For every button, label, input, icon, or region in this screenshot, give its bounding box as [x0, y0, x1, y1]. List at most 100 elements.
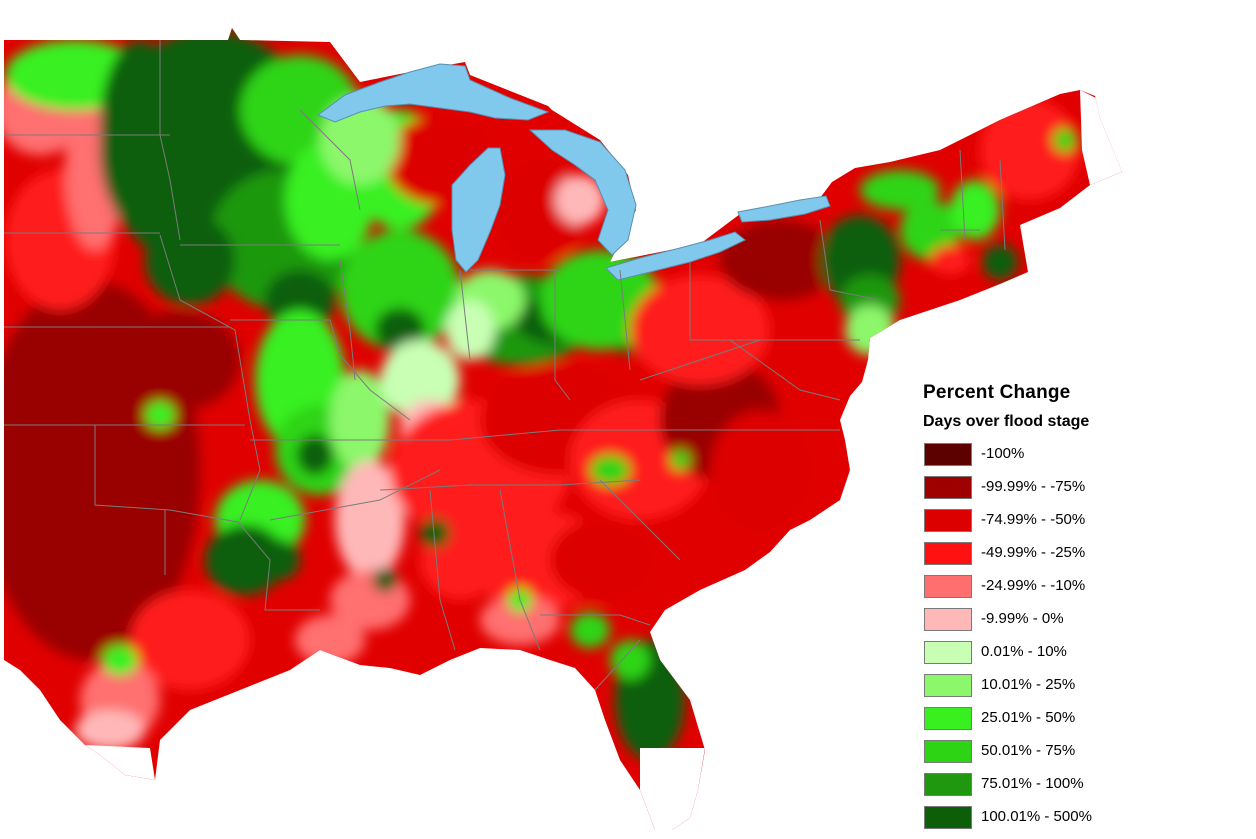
boundary-line — [599, 479, 681, 561]
zone-patch — [1053, 128, 1077, 152]
legend-swatch — [924, 806, 972, 829]
zone-patch — [145, 215, 235, 305]
legend-item: -49.99% - -25% — [923, 542, 1163, 575]
zone-patch — [260, 540, 300, 580]
legend-swatch — [924, 773, 972, 796]
legend-item: -24.99% - -10% — [923, 575, 1163, 608]
legend-item: -99.99% - -75% — [923, 476, 1163, 509]
zone-patch — [420, 518, 450, 548]
lake-huron — [528, 129, 637, 256]
legend-label: -74.99% - -50% — [981, 511, 1086, 528]
zone-patch-arkansas — [205, 525, 285, 595]
legend-label: -49.99% - -25% — [981, 544, 1086, 561]
zone-patch — [295, 615, 365, 665]
legend-item: -74.99% - -50% — [923, 509, 1163, 542]
zone-patch — [630, 275, 770, 385]
zone-patch — [380, 340, 460, 420]
zone-patch — [980, 100, 1080, 200]
boundary-line — [554, 270, 571, 401]
zone-patch — [75, 710, 145, 750]
boundary-line — [159, 40, 181, 241]
zone-patch — [555, 175, 605, 225]
legend-swatch — [924, 575, 972, 598]
legend-item: 50.01% - 75% — [923, 740, 1163, 773]
legend-swatch — [924, 674, 972, 697]
boundary-line — [729, 339, 841, 401]
legend-label: 0.01% - 10% — [981, 643, 1067, 660]
zone-patch — [720, 220, 840, 300]
zone-patch — [330, 370, 390, 470]
boundary-line — [237, 521, 320, 611]
boundary-line — [379, 479, 641, 491]
boundary-line — [999, 159, 1006, 251]
boundary-line — [159, 234, 261, 521]
zone-patch — [145, 401, 175, 429]
legend-items: -100% -99.99% - -75% -74.99% - -50% -49.… — [923, 443, 1163, 839]
zone-patch — [610, 640, 650, 680]
zone-patch — [982, 244, 1018, 280]
legend: Percent Change Days over flood stage -10… — [923, 382, 1163, 839]
legend-label: -9.99% - 0% — [981, 610, 1064, 627]
legend-label: 100.01% - 500% — [981, 808, 1092, 825]
boundary-line — [94, 425, 239, 523]
legend-item: 75.01% - 100% — [923, 773, 1163, 806]
zone-patch — [130, 590, 250, 690]
lake-superior — [316, 63, 550, 123]
zone-patch — [445, 300, 495, 360]
boundary-line — [594, 639, 641, 691]
legend-swatch — [924, 542, 972, 565]
boundary-line — [269, 469, 441, 521]
legend-swatch — [924, 740, 972, 763]
legend-label: 50.01% - 75% — [981, 742, 1076, 759]
blob-layer — [4, 30, 1080, 760]
legend-swatch — [924, 443, 972, 466]
zone-patch — [373, 568, 397, 592]
boundary-line — [429, 489, 456, 651]
boundary-line — [499, 489, 541, 651]
boundary-line — [689, 262, 860, 341]
zone-patch — [710, 410, 810, 530]
zone-patch — [670, 450, 690, 470]
zone-patch — [900, 200, 960, 260]
zone-patch — [102, 645, 138, 675]
legend-subtitle: Days over flood stage — [923, 413, 1090, 430]
legend-swatch — [924, 641, 972, 664]
legend-swatch — [924, 608, 972, 631]
legend-label: -99.99% - -75% — [981, 478, 1086, 495]
legend-label: 10.01% - 25% — [981, 676, 1076, 693]
legend-title: Percent Change — [923, 382, 1071, 403]
zone-patch — [860, 170, 940, 210]
legend-label: 75.01% - 100% — [981, 775, 1084, 792]
lake-ontario — [737, 195, 831, 223]
zone-patch — [340, 230, 460, 350]
zone-patch — [120, 310, 240, 410]
legend-label: 25.01% - 50% — [981, 709, 1076, 726]
zone-patch — [930, 245, 970, 275]
boundary-line — [540, 614, 651, 626]
legend-item: 25.01% - 50% — [923, 707, 1163, 740]
legend-swatch — [924, 509, 972, 532]
boundary-line — [250, 429, 840, 441]
legend-item: 10.01% - 25% — [923, 674, 1163, 707]
boundary-line — [619, 269, 631, 371]
zone-patch — [480, 595, 560, 645]
boundary-line — [819, 219, 881, 301]
legend-label: -100% — [981, 445, 1025, 462]
zone-patch — [570, 612, 610, 648]
legend-item: -9.99% - 0% — [923, 608, 1163, 641]
percent-change-surface — [4, 30, 1122, 830]
lake-michigan — [451, 147, 506, 273]
boundary-line — [230, 319, 411, 421]
legend-item: 100.01% - 500% — [923, 806, 1163, 839]
state-boundaries — [4, 40, 1006, 691]
zone-patch — [297, 435, 333, 475]
zone-patch — [590, 455, 630, 485]
no-data-maine — [1080, 90, 1122, 185]
no-data-south-texas — [85, 745, 155, 780]
legend-item: -100% — [923, 443, 1163, 476]
legend-item: 0.01% - 10% — [923, 641, 1163, 674]
no-data-florida-tip — [640, 748, 705, 830]
zone-patch — [265, 270, 335, 330]
